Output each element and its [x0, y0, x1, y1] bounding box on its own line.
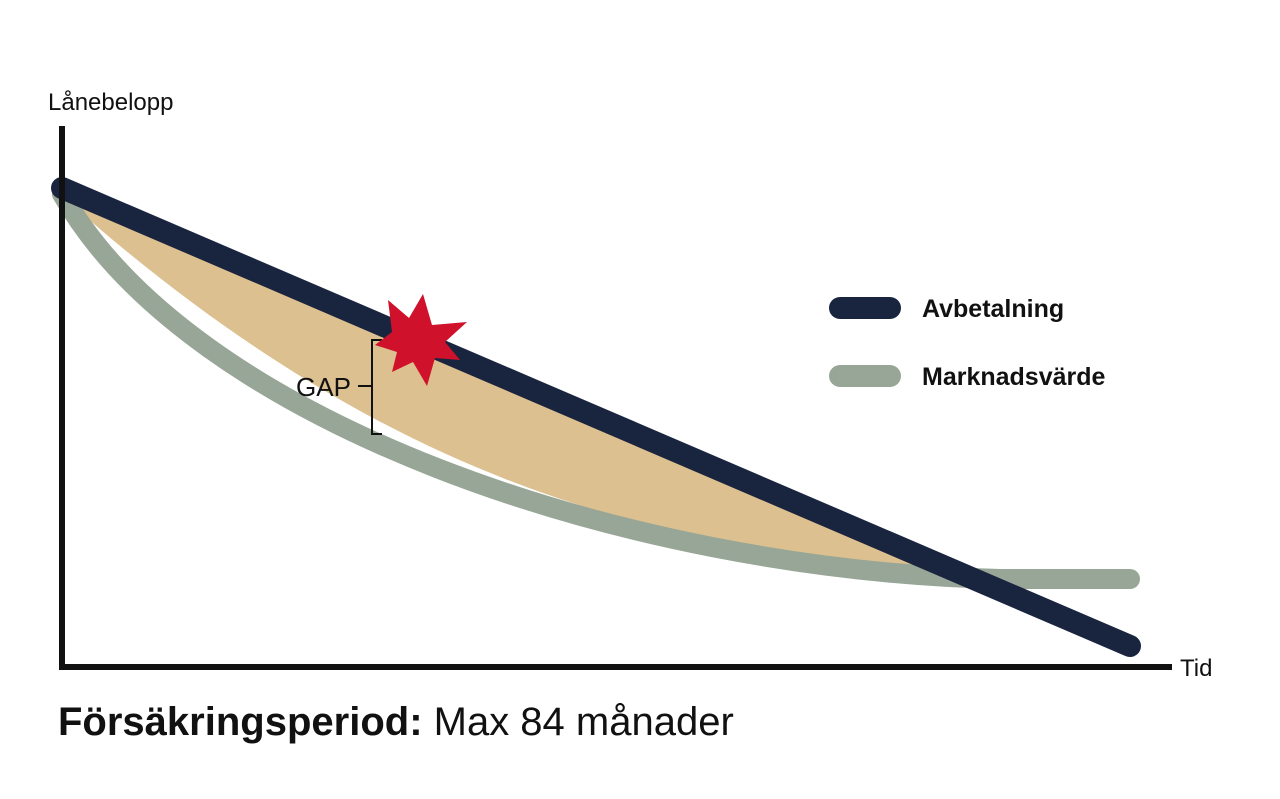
market-value-curve: [52, 184, 1140, 589]
caption-label: Försäkringsperiod:: [58, 700, 423, 744]
gap-label: GAP: [296, 372, 351, 402]
axes: [59, 126, 1172, 670]
gap-bracket: [358, 339, 382, 435]
amortization-line: [51, 177, 1141, 657]
legend-label-market-value: Marknadsvärde: [922, 363, 1106, 391]
y-axis-label: Lånebelopp: [48, 89, 173, 116]
legend-label-amortization: Avbetalning: [922, 295, 1064, 323]
insurance-period-caption: Försäkringsperiod: Max 84 månader: [58, 700, 734, 745]
caption-value: Max 84 månader: [422, 700, 734, 744]
legend: Avbetalning Marknadsvärde: [829, 295, 1106, 391]
x-axis-label: Tid: [1180, 655, 1212, 682]
crash-burst-icon: [375, 294, 467, 386]
